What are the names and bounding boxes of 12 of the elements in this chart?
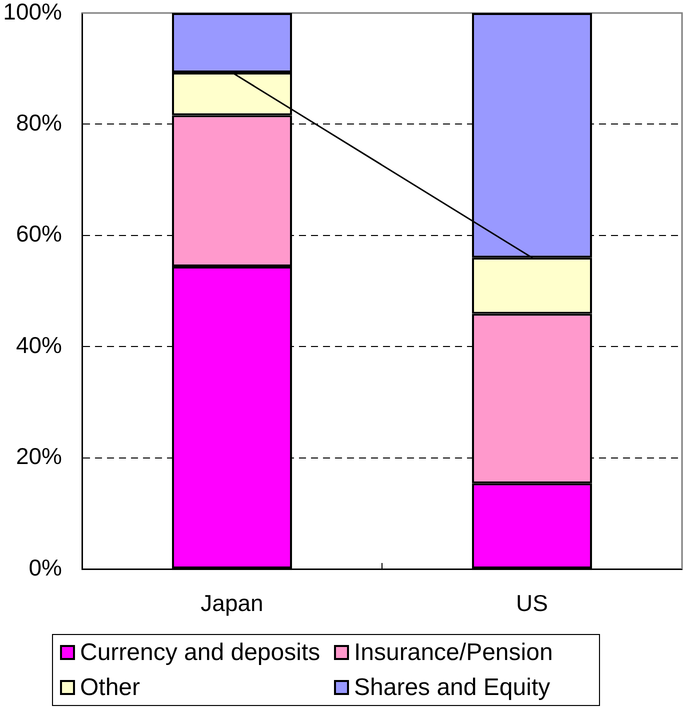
legend-label: Currency and deposits: [80, 638, 320, 668]
x-tick-label: Japan: [200, 590, 264, 616]
legend-label: Shares and Equity: [354, 673, 550, 703]
x-tick-label: US: [516, 590, 548, 616]
y-tick-label: 40%: [16, 332, 62, 358]
y-tick-label: 80%: [16, 110, 62, 136]
y-tick-label: 0%: [28, 554, 62, 580]
legend-label: Insurance/Pension: [354, 638, 553, 668]
y-tick-label: 20%: [16, 443, 62, 470]
y-tick-label: 60%: [16, 220, 62, 247]
legend-label: Other: [80, 673, 140, 703]
y-tick-label: 100%: [3, 0, 62, 24]
